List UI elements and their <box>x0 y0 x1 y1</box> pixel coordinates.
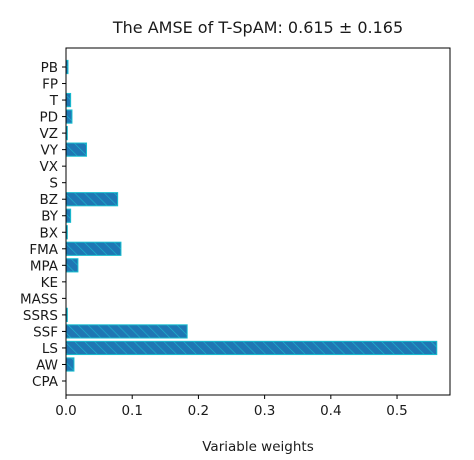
bar-ssf <box>65 324 188 339</box>
y-tick-label-s: S <box>49 176 58 192</box>
y-tick-label-ke: KE <box>41 275 58 291</box>
y-axis-ticks: CPAAWLSSSFSSRSMASSKEMPAFMABXBYBZSVXVYVZP… <box>20 60 66 390</box>
chart-title: The AMSE of T-SpAM: 0.615 ± 0.165 <box>112 18 403 37</box>
bar-pd <box>65 109 73 124</box>
bar-mpa <box>65 258 79 273</box>
bar-ls <box>65 340 438 356</box>
x-axis-label: Variable weights <box>202 439 314 455</box>
y-tick-label-ssrs: SSRS <box>23 308 58 324</box>
bar-bz <box>65 192 119 207</box>
y-tick-label-pd: PD <box>39 110 58 126</box>
x-tick-label: 0.3 <box>254 403 275 419</box>
y-tick-label-mass: MASS <box>20 291 58 307</box>
bars-group <box>65 59 438 372</box>
bar-t <box>65 92 72 108</box>
y-tick-label-fp: FP <box>42 77 58 93</box>
x-tick-label: 0.5 <box>386 403 407 419</box>
y-tick-label-bx: BX <box>39 225 58 241</box>
x-tick-label: 0.4 <box>320 403 341 419</box>
y-tick-label-vx: VX <box>40 159 58 175</box>
x-axis-ticks: 0.0 0.1 0.2 0.3 0.4 0.5 <box>55 395 408 419</box>
y-tick-label-vz: VZ <box>40 126 58 142</box>
x-tick-label: 0.1 <box>121 403 142 419</box>
y-tick-label-vy: VY <box>41 143 59 159</box>
y-tick-label-ls: LS <box>42 341 58 357</box>
y-tick-label-aw: AW <box>36 357 58 373</box>
y-tick-label-ssf: SSF <box>33 324 58 340</box>
plot-frame <box>65 47 451 396</box>
bar-by <box>65 208 72 223</box>
y-tick-label-bz: BZ <box>39 192 58 208</box>
bar-aw <box>65 357 75 372</box>
y-tick-label-t: T <box>49 93 59 109</box>
y-tick-label-mpa: MPA <box>30 258 59 274</box>
x-tick-label: 0.0 <box>55 403 76 419</box>
y-tick-label-pb: PB <box>41 60 58 76</box>
bar-vy <box>65 142 88 157</box>
y-tick-label-fma: FMA <box>29 242 58 258</box>
bar-fma <box>65 241 122 256</box>
x-tick-label: 0.2 <box>188 403 209 419</box>
y-tick-label-by: BY <box>41 209 59 225</box>
y-tick-label-cpa: CPA <box>32 374 59 390</box>
